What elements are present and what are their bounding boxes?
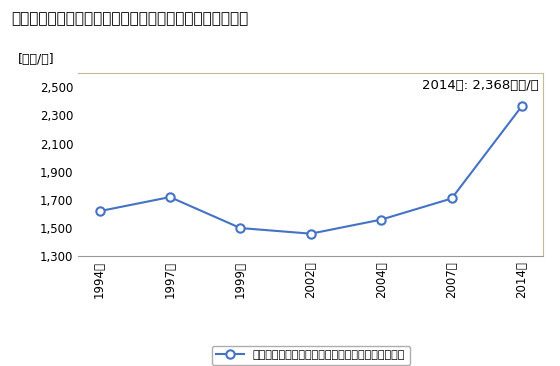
Text: その他の小売業の従業者一人当たり年間商品販売額の推移: その他の小売業の従業者一人当たり年間商品販売額の推移 xyxy=(11,11,249,26)
Text: [万円/人]: [万円/人] xyxy=(18,53,55,66)
その他の小売業の従業者一人当たり年間商品販売額 xyxy=(307,231,314,236)
その他の小売業の従業者一人当たり年間商品販売額 xyxy=(166,195,173,199)
その他の小売業の従業者一人当たり年間商品販売額 xyxy=(449,196,455,201)
Legend: その他の小売業の従業者一人当たり年間商品販売額: その他の小売業の従業者一人当たり年間商品販売額 xyxy=(212,346,410,365)
その他の小売業の従業者一人当たり年間商品販売額 xyxy=(237,226,244,230)
Text: 2014年: 2,368万円/人: 2014年: 2,368万円/人 xyxy=(422,79,539,92)
その他の小売業の従業者一人当たり年間商品販売額 xyxy=(378,217,385,222)
その他の小売業の従業者一人当たり年間商品販売額 xyxy=(519,104,525,108)
その他の小売業の従業者一人当たり年間商品販売額 xyxy=(96,209,103,213)
Line: その他の小売業の従業者一人当たり年間商品販売額: その他の小売業の従業者一人当たり年間商品販売額 xyxy=(95,102,526,238)
